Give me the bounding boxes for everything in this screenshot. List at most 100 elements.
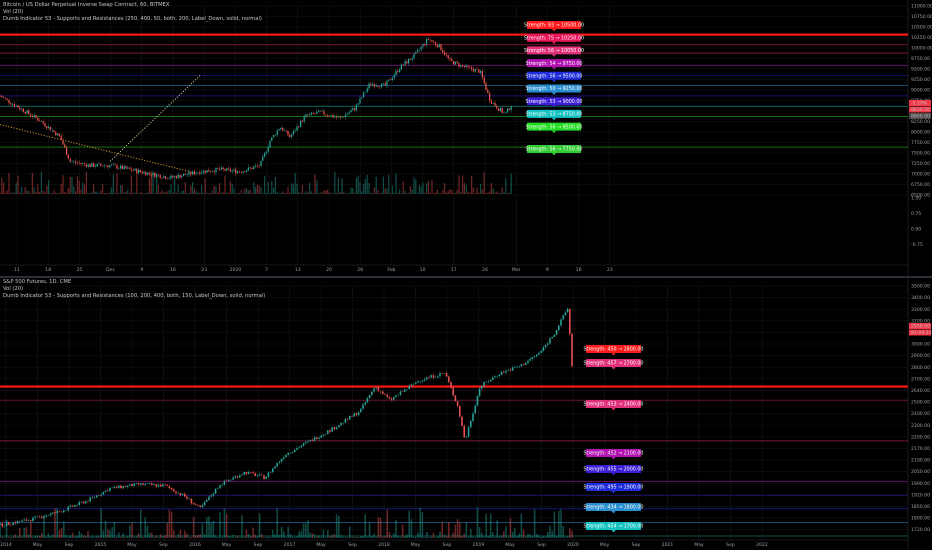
sp-candle bbox=[322, 434, 325, 436]
sp-volume-bar bbox=[516, 536, 518, 538]
sp-x-tick-23: Sep bbox=[726, 542, 735, 548]
btc-volume-bar bbox=[406, 192, 408, 194]
btc-volume-bar bbox=[170, 184, 172, 194]
btc-level-tag-6: Strength: 53 → 9000.00 bbox=[526, 97, 582, 108]
sp500-indicator-legend[interactable]: Dumb Indicator 53 - Supports and Resista… bbox=[3, 293, 266, 299]
btc-candle bbox=[109, 165, 111, 168]
btc-volume-bar bbox=[389, 192, 392, 194]
btc-volume-bar bbox=[127, 189, 129, 194]
sp-candle bbox=[553, 334, 556, 337]
sp-candle bbox=[527, 360, 529, 364]
btc-candle bbox=[182, 173, 185, 176]
btc-volume-bar bbox=[328, 192, 331, 194]
btc-volume-bar bbox=[436, 189, 439, 194]
btc-volume-bar bbox=[2, 182, 5, 194]
btc-candle bbox=[87, 164, 89, 167]
btc-volume-bar bbox=[494, 192, 496, 194]
sp-x-tick-13: May bbox=[411, 542, 421, 548]
sp-candle bbox=[52, 512, 54, 514]
sp-volume-bar bbox=[511, 531, 514, 538]
btc-level-tag-label: Strength: 56 → 7750.00 bbox=[526, 147, 583, 153]
btc-x-tick-8: 7 bbox=[265, 267, 268, 273]
btc-volume-bar bbox=[400, 192, 403, 194]
btc-candle bbox=[269, 141, 271, 148]
sp-volume-bar bbox=[217, 536, 219, 538]
sp-price-flag-box-0 bbox=[909, 323, 931, 329]
sp-candle bbox=[98, 495, 100, 496]
sp-candle bbox=[483, 382, 485, 386]
btc-candle bbox=[231, 170, 233, 172]
btc-candle bbox=[456, 61, 458, 63]
btc-volume-bar bbox=[229, 181, 232, 194]
sp-volume-bar bbox=[254, 534, 256, 538]
btc-level-tag-box bbox=[527, 122, 581, 131]
sp-candle bbox=[333, 427, 336, 430]
sp-candle bbox=[47, 515, 50, 516]
sp-volume-bar bbox=[364, 514, 366, 538]
sp-level-tag-box bbox=[586, 359, 641, 367]
btc-candle bbox=[424, 43, 426, 45]
btc-volume-bar bbox=[251, 192, 253, 194]
btc-volume-bar bbox=[445, 192, 448, 194]
btc-volume-bar bbox=[6, 190, 8, 194]
btc-indicator-legend[interactable]: Dumb Indicator 53 - Supports and Resista… bbox=[3, 16, 262, 22]
sp-volume-bar bbox=[151, 532, 153, 538]
btc-vol-legend[interactable]: Vol (20) bbox=[3, 9, 24, 15]
sp-volume-bar bbox=[342, 536, 344, 538]
sp-volume-bar bbox=[331, 534, 333, 538]
sp-candle bbox=[382, 391, 384, 395]
btc-volume-bar bbox=[105, 192, 107, 194]
btc-candle bbox=[22, 108, 25, 112]
btc-volume-bar bbox=[0, 192, 1, 194]
btc-candle bbox=[409, 58, 412, 60]
sp-volume-bar bbox=[135, 535, 138, 538]
pane-separator[interactable] bbox=[0, 276, 932, 278]
btc-chart-canvas[interactable]: 11 18 25 Dec 9 16 23 2020 7 13 20 26 Feb 10 17 24 Mar 9 16… bbox=[0, 0, 932, 277]
sp500-vol-legend[interactable]: Vol (20) bbox=[3, 286, 24, 292]
sp-volume-bar bbox=[65, 534, 67, 538]
sp-volume-bar bbox=[529, 534, 531, 538]
sp500-title[interactable]: S&P 500 Futures, 1D, CME bbox=[3, 279, 72, 285]
btc-candle bbox=[161, 177, 163, 179]
sp-volume-bar bbox=[93, 536, 96, 538]
sp500-chart-pane[interactable]: 2014 May Sep 2015 May Sep 2016 May Sep 2017 May Sep… bbox=[0, 278, 932, 550]
btc-candle bbox=[83, 163, 86, 165]
btc-candle bbox=[258, 165, 260, 167]
btc-y-tick-16: 7000.00 bbox=[911, 172, 930, 178]
sp-candle bbox=[302, 443, 305, 446]
sp-x-tick-24: 2022 bbox=[756, 542, 768, 548]
sp-y-tick-3: 3200.00 bbox=[911, 318, 930, 324]
btc-candle bbox=[74, 161, 77, 163]
btc-chart-pane[interactable]: 11 18 25 Dec 9 16 23 2020 7 13 20 26 Feb 10 17 24 Mar 9 16… bbox=[0, 0, 932, 277]
sp-candle bbox=[124, 486, 127, 488]
btc-volume-bar bbox=[24, 187, 26, 194]
sp-candle bbox=[104, 490, 107, 492]
sp-candle bbox=[267, 472, 270, 477]
sp-volume-bar bbox=[19, 528, 21, 538]
btc-candle bbox=[411, 58, 413, 60]
sp-candle bbox=[93, 497, 96, 498]
sp500-chart-canvas[interactable]: 2014 May Sep 2015 May Sep 2016 May Sep 2017 May Sep… bbox=[0, 278, 932, 550]
sp-volume-bar bbox=[564, 536, 567, 538]
btc-level-tag-pointer bbox=[552, 105, 556, 108]
sp-candle bbox=[65, 510, 67, 511]
btc-candle bbox=[260, 160, 262, 167]
btc-price-flag-box-1 bbox=[909, 106, 931, 113]
sp-x-tick-7: May bbox=[222, 542, 232, 548]
btc-volume-bar bbox=[157, 185, 160, 194]
btc-volume-bar bbox=[377, 190, 379, 194]
btc-candle bbox=[19, 107, 21, 110]
btc-candle bbox=[359, 98, 361, 104]
sp-volume-bar bbox=[148, 532, 151, 538]
btc-volume-bar bbox=[407, 192, 410, 194]
sp-candle bbox=[148, 483, 151, 484]
sp-x-tick-12: 2018 bbox=[378, 542, 390, 548]
btc-volume-bar bbox=[134, 192, 136, 194]
btc-volume-bar bbox=[294, 173, 296, 194]
sp-candle bbox=[320, 435, 322, 438]
sp-candle bbox=[157, 484, 160, 487]
btc-volume-bar bbox=[164, 192, 167, 194]
btc-title[interactable]: Bitcoin / US Dollar Perpetual Inverse Sw… bbox=[3, 2, 170, 8]
btc-level-tag-pointer bbox=[552, 130, 556, 134]
sp-candle bbox=[529, 358, 531, 361]
